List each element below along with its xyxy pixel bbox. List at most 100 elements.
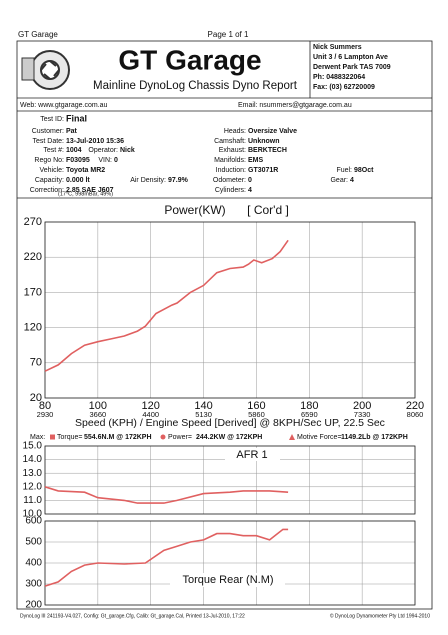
x-tick-label: 220 [406,400,424,412]
web: Web: www.gtgarage.com.au [20,102,108,109]
y-tick-label: 220 [24,251,42,263]
y-tick-label: 20 [30,392,42,404]
address-line: Unit 3 / 6 Lampton Ave [313,54,388,61]
info-value: Oversize Valve [248,128,297,135]
title-bg [225,448,280,461]
y-tick-label: 12.0 [23,481,43,492]
max-value: 554.6N.M @ 172KPH [84,434,152,441]
info-label: Capacity: [35,177,64,184]
info-label: Cylinders: [215,187,246,194]
footer-right: © DynoLog Dynamometer Pty Ltd 1994-2010 [330,612,430,619]
info-value: Unknown [248,138,280,145]
info-value: Toyota MR2 [66,167,105,174]
info-label: Test #: [43,147,64,154]
address-line: Fax: (03) 62720009 [313,84,375,91]
info-value: 0.000 lt [66,177,90,184]
info-label: Operator: [88,147,118,154]
info-label: Gear: [330,177,348,184]
info-label: Fuel: [336,167,352,174]
max-line: Max: Torque= 554.6N.M @ 172KPH Power= 24… [30,434,408,441]
chart-title: Power(KW) [164,203,225,217]
info-value: GT3071R [248,167,278,174]
rpm-label: 4400 [142,410,159,419]
rpm-label: 8060 [407,410,424,419]
x-tick-label: 120 [142,400,160,412]
y-tick-label: 300 [25,579,42,590]
y-tick-label: 270 [24,216,42,228]
info-label: Air Density: [130,177,166,184]
data-line [44,528,289,587]
info-value: Nick [120,147,135,154]
x-axis-label: Speed (KPH) / Engine Speed [Derived] @ 8… [75,417,385,429]
max-name: Motive Force= [297,434,342,441]
x-tick-label: 180 [300,400,318,412]
data-line [44,486,289,504]
y-tick-label: 14.0 [23,454,43,465]
marker [50,434,55,440]
chart-title: Torque Rear (N.M) [182,574,273,586]
max-label: Max: [30,434,45,441]
max-name: Torque= [57,434,83,441]
info-label: VIN: [98,157,112,164]
logo [21,50,70,90]
info-value: Pat [66,128,78,135]
plot-frame [44,221,416,399]
email: Email: nsummers@gtgarage.com.au [238,102,352,109]
y-tick-label: 600 [25,516,42,527]
info-label: Heads: [224,128,246,135]
y-tick-label: 400 [25,558,42,569]
chart-title: AFR 1 [236,449,267,461]
marker [289,434,295,440]
info-label: Induction: [216,167,246,174]
info-value: 0 [248,177,252,184]
info-label: Odometer: [213,177,246,184]
data-line [44,239,289,372]
page-number: Page 1 of 1 [208,30,249,39]
info-value: 2.85 SAE J607 [66,187,114,194]
info-label: Test Date: [32,138,64,145]
title-bg [170,573,285,587]
max-value: 1149.2Lb @ 172KPH [341,434,408,441]
chart-subtitle: [ Cor'd ] [247,203,289,217]
info-label: Test ID: [40,116,64,123]
info-label: Customer: [32,128,64,135]
y-tick-label: 15.0 [23,441,43,452]
subtitle: Mainline DynoLog Chassis Dyno Report [93,80,298,92]
max-name: Power= [168,434,192,441]
rpm-label: 2930 [37,410,54,419]
x-tick-label: 140 [194,400,212,412]
rpm-label: 5860 [248,410,265,419]
info-value: 13-Jul-2010 15:36 [66,138,124,145]
info-label: Correction: [30,187,64,194]
info-value: BERKTECH [248,147,287,154]
info-value: 4 [248,187,252,194]
x-tick-label: 160 [247,400,265,412]
info-value: 4 [350,177,354,184]
conditions: (17°C, 998mBar, 49%) [58,191,113,197]
rpm-label: 7330 [354,410,371,419]
rpm-label: 5130 [195,410,212,419]
info-value: 97.9% [168,177,189,184]
info-label: Exhaust: [219,147,246,154]
y-tick-label: 13.0 [23,468,43,479]
y-tick-label: 70 [30,357,42,369]
address-line: Derwent Park TAS 7009 [313,64,391,71]
rpm-label: 3660 [90,410,107,419]
y-tick-label: 170 [24,286,42,298]
info-value: 98Oct [354,167,374,174]
address-line: Ph: 0488322064 [313,74,365,81]
y-tick-label: 200 [25,600,42,611]
address-line: Nick Summers [313,44,362,51]
x-tick-label: 200 [353,400,371,412]
info-label: Camshaft: [214,138,246,145]
plot-frame [44,520,416,606]
x-tick-label: 80 [39,400,51,412]
info-value: 1004 [66,147,82,154]
x-tick-label: 100 [89,400,107,412]
title: GT Garage [118,44,261,75]
y-tick-label: 500 [25,537,42,548]
info-value: F03095 [66,157,90,164]
